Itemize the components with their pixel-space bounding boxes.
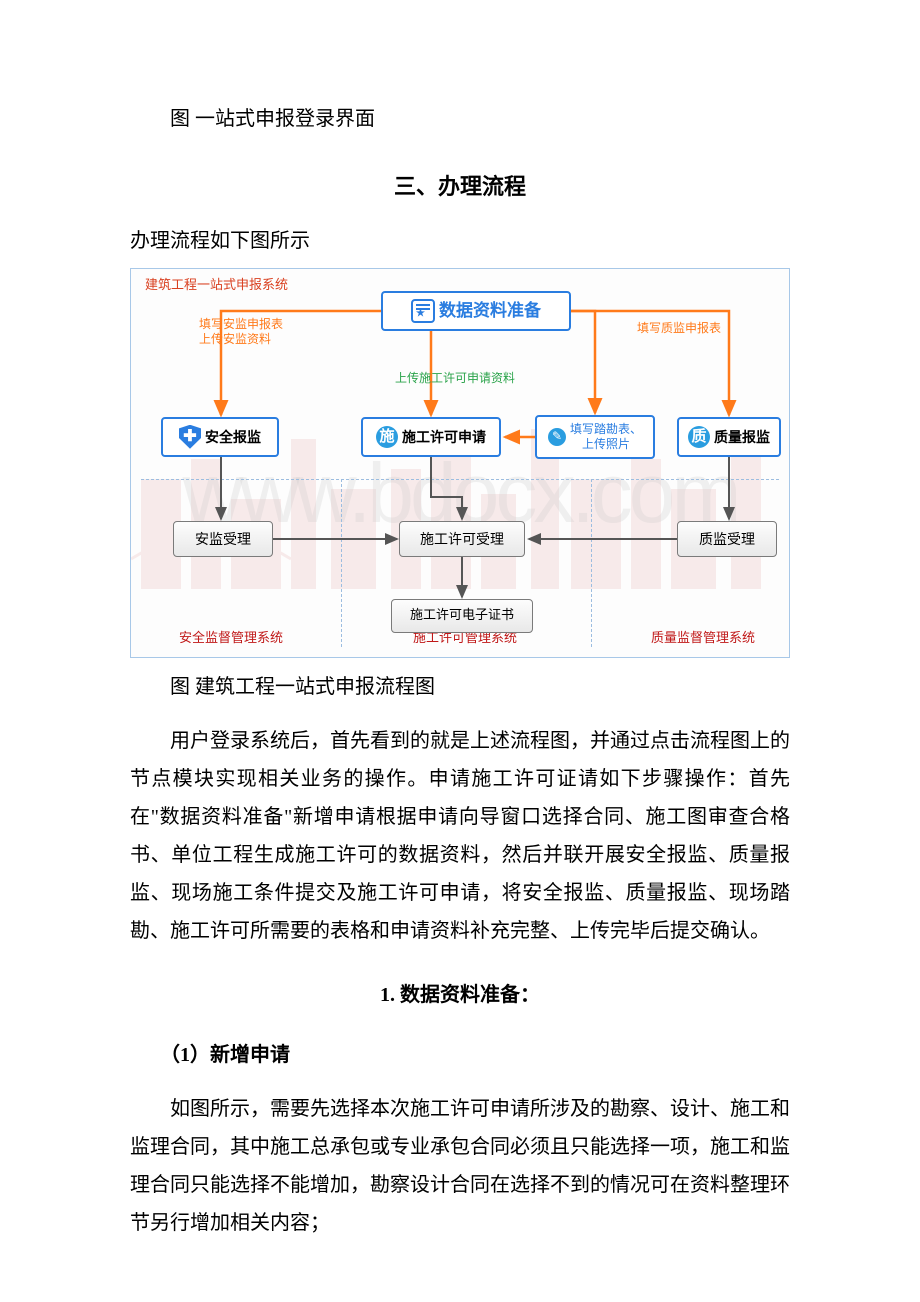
node-cert[interactable]: 施工许可电子证书	[391, 599, 533, 633]
node-label: 质量报监	[714, 424, 770, 451]
dash-line	[591, 479, 592, 647]
node-prep[interactable]: 数据资料准备	[381, 291, 571, 331]
dash-line	[141, 479, 779, 480]
region-top-label: 建筑工程一站式申报系统	[145, 273, 288, 298]
sub1-title: 1. 数据资料准备：	[130, 976, 790, 1014]
node-label: 施工许可电子证书	[410, 603, 514, 628]
sub1-1-para: 如图所示，需要先选择本次施工许可申请所涉及的勘察、设计、施工和监理合同，其中施工…	[130, 1090, 790, 1242]
node-qua-acc[interactable]: 质监受理	[677, 521, 777, 557]
node-per-acc[interactable]: 施工许可受理	[399, 521, 525, 557]
intro-line: 办理流程如下图所示	[130, 222, 790, 260]
caption-flow: 图 建筑工程一站式申报流程图	[130, 668, 790, 706]
shield-icon: ✚	[179, 425, 201, 449]
doc-icon	[411, 299, 435, 323]
edge-label-3: 填写质监申报表	[637, 317, 721, 340]
flowchart-container: www.bdocx.com 建筑工程一站式申报系统 安全监督管理系统 施工许可管…	[130, 268, 790, 658]
region-bottom-3: 质量监督管理系统	[651, 626, 755, 651]
node-quality[interactable]: 质 质量报监	[677, 417, 781, 457]
region-bottom-1: 安全监督管理系统	[179, 626, 283, 651]
edge-label-2: 上传施工许可申请资料	[395, 367, 515, 390]
dash-line	[341, 479, 342, 647]
node-survey[interactable]: ✎ 填写踏勘表、 上传照片	[535, 415, 655, 459]
node-label: 施工许可申请	[402, 424, 486, 451]
node-label: 质监受理	[699, 526, 755, 553]
node-label: 填写踏勘表、 上传照片	[570, 422, 642, 452]
badge-icon: 质	[688, 426, 710, 448]
main-paragraph: 用户登录系统后，首先看到的就是上述流程图，并通过点击流程图上的节点模块实现相关业…	[130, 722, 790, 950]
section3-title: 三、办理流程	[130, 166, 790, 208]
node-label: 数据资料准备	[439, 295, 541, 327]
node-label: 安全报监	[205, 424, 261, 451]
sub1-1-title: （1）新增申请	[130, 1036, 790, 1074]
caption-login: 图 一站式申报登录界面	[130, 100, 790, 138]
edge-label-1: 填写安监申报表 上传安监资料	[199, 317, 283, 348]
node-permit[interactable]: 施 施工许可申请	[361, 417, 501, 457]
node-label: 施工许可受理	[420, 526, 504, 553]
node-saf-acc[interactable]: 安监受理	[173, 521, 273, 557]
node-label: 安监受理	[195, 526, 251, 553]
node-safety[interactable]: ✚ 安全报监	[161, 417, 279, 457]
pencil-icon: ✎	[548, 428, 566, 446]
badge-icon: 施	[376, 426, 398, 448]
